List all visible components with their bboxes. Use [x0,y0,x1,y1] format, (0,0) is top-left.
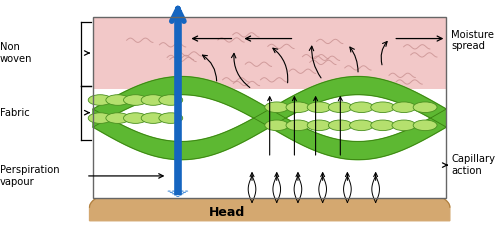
Ellipse shape [413,102,437,113]
Ellipse shape [176,190,180,192]
Bar [93,80,447,198]
Ellipse shape [413,120,437,131]
Ellipse shape [141,95,165,105]
Ellipse shape [182,192,186,193]
Ellipse shape [180,193,184,194]
Ellipse shape [88,95,112,105]
Ellipse shape [185,190,188,192]
Text: Fabric: Fabric [0,108,30,118]
Ellipse shape [124,113,148,123]
Ellipse shape [106,113,130,123]
Ellipse shape [178,192,182,193]
Ellipse shape [106,95,130,105]
Ellipse shape [172,193,175,194]
Text: Perspiration
vapour: Perspiration vapour [0,165,60,187]
Ellipse shape [328,102,352,113]
Ellipse shape [392,120,416,131]
Ellipse shape [141,113,165,123]
Ellipse shape [265,120,288,131]
Text: Head: Head [209,206,246,219]
Ellipse shape [168,190,171,192]
Ellipse shape [350,102,374,113]
Polygon shape [93,77,447,160]
Ellipse shape [88,113,112,123]
Ellipse shape [176,196,180,197]
Ellipse shape [286,102,310,113]
Ellipse shape [170,192,173,193]
Ellipse shape [159,113,182,123]
Ellipse shape [180,190,184,192]
Polygon shape [93,77,447,160]
Bar [93,17,447,89]
Ellipse shape [178,194,182,196]
Ellipse shape [172,190,175,192]
Ellipse shape [286,120,310,131]
Ellipse shape [159,95,182,105]
Ellipse shape [307,102,331,113]
Ellipse shape [307,120,331,131]
Ellipse shape [174,194,178,196]
Ellipse shape [124,95,148,105]
Ellipse shape [265,102,288,113]
Ellipse shape [174,192,178,193]
Ellipse shape [371,120,394,131]
Ellipse shape [350,120,374,131]
Polygon shape [90,174,450,221]
Ellipse shape [392,102,416,113]
Text: Moisture
spread: Moisture spread [451,30,494,51]
Ellipse shape [328,120,352,131]
Text: Capillary
action: Capillary action [451,154,495,176]
Ellipse shape [371,102,394,113]
Text: Non
woven: Non woven [0,42,32,64]
Ellipse shape [176,193,180,194]
Bar [93,17,447,198]
